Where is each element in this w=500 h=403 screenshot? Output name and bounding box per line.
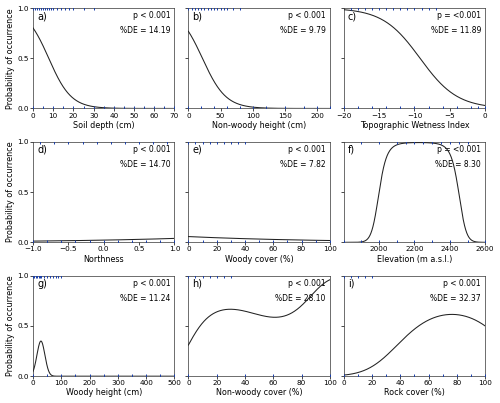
Text: %DE = 11.24: %DE = 11.24 <box>120 294 170 303</box>
Text: g): g) <box>37 279 47 289</box>
Text: %DE = 28.10: %DE = 28.10 <box>275 294 326 303</box>
Text: p < 0.001: p < 0.001 <box>288 11 326 20</box>
Text: %DE = 8.30: %DE = 8.30 <box>435 160 481 169</box>
Y-axis label: Probability of occurrence: Probability of occurrence <box>6 8 15 108</box>
Text: p < 0.001: p < 0.001 <box>288 279 326 288</box>
Text: %DE = 7.82: %DE = 7.82 <box>280 160 326 169</box>
Text: %DE = 14.70: %DE = 14.70 <box>120 160 170 169</box>
Y-axis label: Probability of occurrence: Probability of occurrence <box>6 276 15 376</box>
Text: f): f) <box>348 145 355 155</box>
Text: p < 0.001: p < 0.001 <box>288 145 326 154</box>
Text: d): d) <box>37 145 47 155</box>
Text: p < 0.001: p < 0.001 <box>444 279 481 288</box>
X-axis label: Elevation (m a.s.l.): Elevation (m a.s.l.) <box>377 255 452 264</box>
Y-axis label: Probability of occurrence: Probability of occurrence <box>6 142 15 243</box>
Text: a): a) <box>37 11 47 21</box>
Text: p = <0.001: p = <0.001 <box>437 145 481 154</box>
Text: h): h) <box>192 279 202 289</box>
Text: e): e) <box>192 145 202 155</box>
Text: i): i) <box>348 279 354 289</box>
X-axis label: Soil depth (cm): Soil depth (cm) <box>73 121 134 130</box>
X-axis label: Woody height (cm): Woody height (cm) <box>66 388 142 397</box>
X-axis label: Woody cover (%): Woody cover (%) <box>224 255 294 264</box>
Text: %DE = 9.79: %DE = 9.79 <box>280 26 326 35</box>
Text: b): b) <box>192 11 202 21</box>
X-axis label: Non-woody cover (%): Non-woody cover (%) <box>216 388 302 397</box>
X-axis label: Rock cover (%): Rock cover (%) <box>384 388 445 397</box>
Text: p < 0.001: p < 0.001 <box>132 279 170 288</box>
Text: %DE = 11.89: %DE = 11.89 <box>430 26 481 35</box>
X-axis label: Topographic Wetness Index: Topographic Wetness Index <box>360 121 470 130</box>
X-axis label: Non-woody height (cm): Non-woody height (cm) <box>212 121 306 130</box>
Text: p < 0.001: p < 0.001 <box>132 11 170 20</box>
X-axis label: Northness: Northness <box>84 255 124 264</box>
Text: %DE = 32.37: %DE = 32.37 <box>430 294 481 303</box>
Text: %DE = 14.19: %DE = 14.19 <box>120 26 170 35</box>
Text: p = <0.001: p = <0.001 <box>437 11 481 20</box>
Text: c): c) <box>348 11 357 21</box>
Text: p < 0.001: p < 0.001 <box>132 145 170 154</box>
